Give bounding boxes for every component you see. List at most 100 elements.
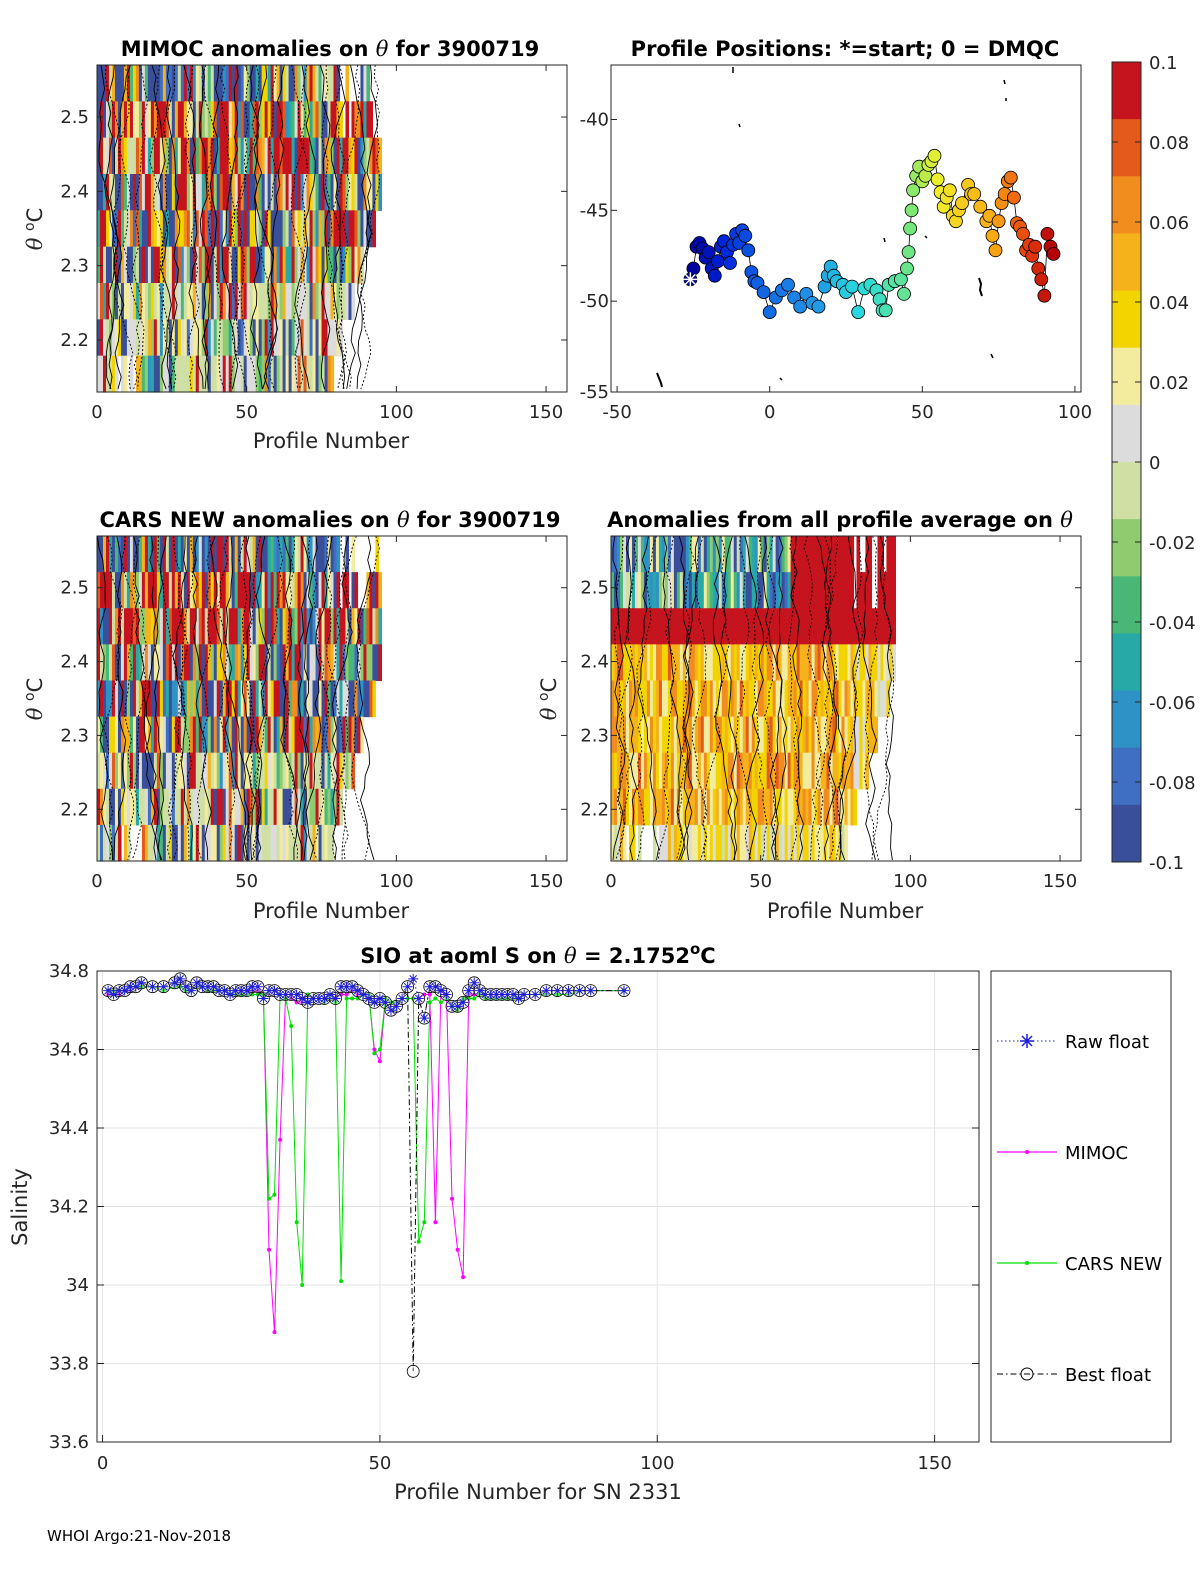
anomaly-cell [171,137,176,175]
anomaly-cell [126,174,131,211]
anomaly-cell [279,536,284,573]
anomaly-cell [183,680,188,718]
anomaly-cell [327,752,332,790]
anomaly-cell [865,608,870,645]
anomaly-cell [141,572,146,609]
anomaly-cell [216,319,221,357]
contour-line [131,64,149,390]
anomaly-cell [757,572,762,609]
anomaly-cell [327,680,332,718]
data-point-raw-float [435,985,446,996]
anomaly-cell [186,572,191,609]
anomaly-cell [198,65,203,102]
anomaly-cell [661,716,666,754]
anomaly-cell [159,824,164,862]
anomaly-cell [640,644,645,682]
anomaly-cell [892,572,896,609]
anomaly-cell [225,716,230,754]
anomaly-cell [769,572,774,609]
anomaly-cell [324,319,329,357]
x-tick-label: 0 [97,1453,108,1474]
anomaly-cell [646,536,651,573]
anomaly-cell [279,608,284,645]
anomaly-cell [312,137,317,175]
anomaly-cell [288,319,293,357]
contour-line [255,535,271,861]
anomaly-cell [294,65,299,102]
anomaly-cell [138,65,143,102]
anomaly-cell [204,283,209,320]
anomaly-cell [664,716,669,754]
anomaly-cell [300,536,305,573]
anomaly-cell [790,644,795,682]
anomaly-cell [880,572,885,609]
anomaly-cell [192,752,197,790]
anomaly-cell [225,137,230,175]
anomaly-cell [306,644,311,682]
anomaly-cell [261,644,266,682]
anomaly-cell [153,824,158,862]
anomaly-cell [646,716,651,754]
contour-line [158,64,177,390]
anomaly-cell [279,101,284,139]
anomaly-cell [721,788,726,826]
anomaly-cell [138,788,143,826]
contour-line [360,64,380,390]
anomaly-cell [282,572,287,609]
anomaly-cell [342,210,347,248]
anomaly-cell [126,824,131,862]
contour-line [744,535,765,861]
anomaly-cell [240,174,245,211]
anomaly-cell [339,101,344,139]
anomaly-cell [258,246,263,284]
anomaly-cell [261,283,266,320]
anomaly-cell [114,355,119,393]
anomaly-cell [102,355,107,393]
coastline-specks [656,67,1007,388]
anomaly-cell [817,752,822,790]
anomaly-cell [186,210,191,248]
anomaly-cell [270,752,275,790]
anomaly-cell [117,572,122,609]
anomaly-cell [303,355,308,393]
contour-line [350,64,373,390]
anomaly-cell [294,174,299,211]
anomaly-cell [156,752,161,790]
anomaly-cell [177,788,182,826]
anomaly-cell [775,536,780,573]
anomaly-cell [372,210,377,248]
anomaly-cell [97,788,101,826]
anomaly-cell [643,716,648,754]
anomaly-cell [715,608,720,645]
anomaly-cell [790,716,795,754]
anomaly-cell [168,210,173,248]
anomaly-cell [330,65,335,102]
colorbar-tick-label: -0.04 [1149,613,1196,634]
anomaly-cell [132,644,137,682]
anomaly-cell [102,716,107,754]
anomaly-cell [249,608,254,645]
data-point-raw-float [347,981,358,992]
anomaly-cell [144,788,149,826]
anomaly-cell [264,572,269,609]
anomaly-cell [733,644,738,682]
anomaly-cell [814,536,819,573]
anomaly-cell [336,788,341,826]
anomaly-cell [183,572,188,609]
anomaly-cell [619,824,624,862]
anomaly-cell [611,680,615,718]
anomaly-cell [772,716,777,754]
anomaly-cell [655,536,660,573]
anomaly-cell [856,608,861,645]
anomaly-cell [742,752,747,790]
anomaly-cell [129,752,134,790]
y-tick-label: -50 [580,291,609,312]
anomaly-cell [135,319,140,357]
anomaly-cell [237,716,242,754]
anomaly-cell [186,355,191,393]
anomaly-cell [303,65,308,102]
data-point-mimoc [450,1196,454,1201]
anomaly-cell [712,752,717,790]
anomaly-cell [658,824,663,862]
anomaly-cell [282,608,287,645]
